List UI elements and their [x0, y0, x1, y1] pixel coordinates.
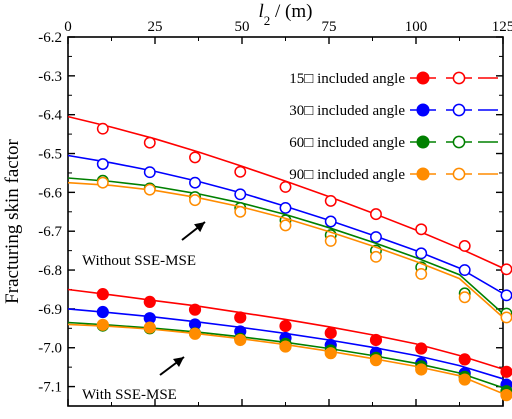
marker-open	[324, 215, 337, 228]
marker-open	[189, 194, 201, 207]
marker-open	[96, 176, 109, 189]
marker-filled	[234, 311, 247, 324]
marker-open	[458, 240, 471, 252]
curve-without-4	[67, 181, 504, 318]
y-tick-label: -6.5	[38, 147, 62, 163]
axes: 0 25 50 75 100 125 -6.2 -6.3 -6.4 -6.5 -6.6 -6.7 -6.…	[2, 1, 512, 407]
marker-open	[324, 234, 337, 247]
x-axis-title: l2 / (m)	[259, 1, 313, 28]
marker-filled	[458, 353, 471, 366]
y-tick-label: -6.4	[38, 108, 62, 124]
marker-filled	[234, 333, 247, 347]
marker-open	[415, 247, 428, 260]
marker-open	[500, 311, 512, 324]
marker-open	[458, 291, 471, 304]
x-tick-label: 25	[148, 19, 163, 35]
marker-open	[279, 180, 292, 193]
y-tick-label: -6.2	[38, 30, 62, 46]
legend-marker-open	[452, 103, 466, 117]
marker-open	[370, 231, 382, 243]
marker-open	[189, 176, 201, 189]
y-tick-label: -6.6	[38, 185, 62, 201]
x-tick-label: 0	[64, 19, 72, 35]
curve-without-3	[67, 177, 504, 315]
marker-filled	[458, 373, 471, 386]
y-tick-label: -6.8	[38, 263, 62, 279]
marker-open	[415, 267, 428, 280]
marker-filled	[324, 347, 337, 360]
legend-label: 15□ included angle	[289, 71, 405, 87]
marker-open	[370, 208, 382, 221]
arrow-with-head	[173, 357, 184, 367]
y-tick-label: -7.1	[38, 380, 62, 396]
marker-filled	[188, 303, 202, 316]
marker-open	[370, 250, 382, 263]
marker-filled	[415, 342, 428, 355]
arrow-without-head	[194, 222, 205, 233]
annotation-with: With SSE-MSE	[82, 387, 177, 403]
marker-open	[279, 201, 292, 214]
legend-marker-open	[452, 71, 466, 85]
marker-filled	[415, 363, 428, 376]
marker-open	[234, 165, 247, 178]
marker-filled	[500, 365, 512, 378]
y-tick-label: -6.3	[38, 69, 62, 85]
marker-filled	[96, 305, 109, 319]
marker-open	[458, 264, 471, 277]
series-layer	[67, 115, 512, 402]
marker-filled	[279, 319, 292, 333]
marker-filled	[279, 340, 292, 353]
y-tick-label: -6.9	[38, 302, 62, 318]
legend-marker-open	[452, 167, 466, 181]
marker-open	[96, 158, 109, 170]
legend-marker-filled	[416, 103, 430, 117]
x-tick-label: 100	[405, 19, 428, 35]
marker-open	[415, 223, 428, 236]
y-tick-label: -6.7	[38, 224, 62, 240]
marker-open	[143, 183, 156, 196]
x-tick-label: 125	[492, 19, 512, 35]
marker-open	[143, 166, 156, 179]
marker-open	[234, 205, 247, 218]
marker-open	[189, 151, 201, 164]
marker-open	[324, 194, 337, 207]
marker-filled	[143, 321, 156, 334]
marker-open	[500, 263, 512, 276]
y-tick-label: -7.0	[38, 341, 62, 357]
marker-filled	[324, 326, 337, 340]
legend-marker-open	[452, 135, 466, 149]
marker-open	[234, 188, 247, 201]
marker-open	[143, 136, 156, 149]
marker-filled	[500, 389, 512, 402]
legend-label: 60□ included angle	[289, 135, 405, 151]
legend: 15□ included angle 30□ included angle 60□ …	[289, 71, 498, 183]
legend-marker-filled	[416, 71, 430, 85]
marker-filled	[188, 327, 202, 340]
x-tick-label: 75	[322, 19, 337, 35]
marker-open	[279, 219, 292, 232]
legend-marker-filled	[416, 135, 430, 149]
annotation-without: Without SSE-MSE	[82, 253, 196, 269]
curve-with-1	[67, 288, 504, 370]
legend-marker-filled	[416, 167, 430, 181]
marker-open	[96, 122, 109, 135]
legend-label: 90□ included angle	[289, 167, 405, 183]
x-tick-label: 50	[235, 19, 250, 35]
annotation-layer: Without SSE-MSE With SSE-MSE	[82, 221, 206, 403]
marker-filled	[96, 318, 109, 331]
marker-filled	[369, 333, 383, 347]
marker-open	[500, 289, 512, 302]
marker-filled	[96, 288, 109, 301]
marker-filled	[143, 295, 156, 309]
y-axis-title: Fracturing skin factor	[2, 139, 23, 304]
legend-label: 30□ included angle	[289, 103, 405, 119]
marker-filled	[369, 354, 383, 367]
